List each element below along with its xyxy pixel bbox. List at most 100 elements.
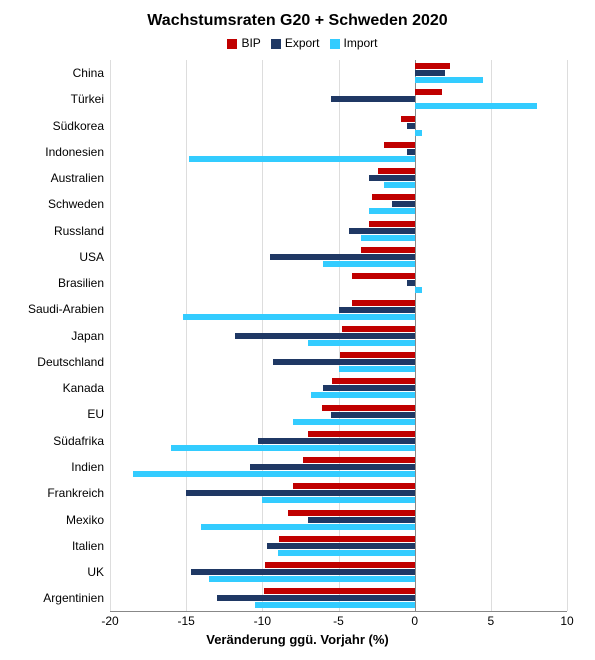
bar-bip [288,510,414,516]
category-label: Saudi-Arabien [18,296,110,322]
legend-label-import: Import [344,36,378,50]
table-row: Australien [110,165,567,191]
legend-label-bip: BIP [241,36,260,50]
bar-export [392,201,415,207]
table-row: Frankreich [110,480,567,506]
bar-bip [361,247,414,253]
bar-export [339,307,415,313]
table-row: Südafrika [110,428,567,454]
bar-export [267,543,415,549]
bar-export [250,464,415,470]
category-label: USA [18,244,110,270]
category-label: Deutschland [18,349,110,375]
table-row: EU [110,401,567,427]
bar-export [407,123,415,129]
category-label: Brasilien [18,270,110,296]
bar-bip [415,89,442,95]
chart-title: Wachstumsraten G20 + Schweden 2020 [18,12,577,30]
bar-import [171,445,415,451]
legend-swatch-export [271,39,281,49]
bar-bip [308,431,415,437]
table-row: Saudi-Arabien [110,296,567,322]
bar-import [384,182,414,188]
bar-import [255,602,415,608]
table-row: Südkorea [110,113,567,139]
category-label: Indien [18,454,110,480]
bar-bip [340,352,415,358]
bar-import [189,156,414,162]
bar-bip [352,273,414,279]
bar-bip [369,221,415,227]
category-label: Indonesien [18,139,110,165]
x-axis-ticks: -20-15-10-50510 [110,612,567,628]
category-label: Russland [18,218,110,244]
category-label: Argentinien [18,585,110,611]
category-label: UK [18,559,110,585]
table-row: Deutschland [110,349,567,375]
bar-import [311,392,415,398]
category-label: Frankreich [18,480,110,506]
bar-import [133,471,415,477]
category-label: China [18,60,110,86]
legend-swatch-import [330,39,340,49]
bar-export [308,517,415,523]
category-label: Mexiko [18,507,110,533]
table-row: Kanada [110,375,567,401]
growth-rates-chart: Wachstumsraten G20 + Schweden 2020 BIPEx… [0,0,595,660]
bar-export [331,412,415,418]
bar-bip [401,116,415,122]
bar-import [293,419,415,425]
bar-bip [342,326,415,332]
category-label: Japan [18,323,110,349]
bar-bip [378,168,415,174]
bar-export [273,359,415,365]
category-label: EU [18,401,110,427]
gridline [567,60,568,611]
table-row: Japan [110,323,567,349]
table-row: Türkei [110,86,567,112]
table-row: USA [110,244,567,270]
category-label: Australien [18,165,110,191]
bar-export [323,385,414,391]
bar-import [183,314,415,320]
table-row: Italien [110,533,567,559]
bar-export [407,149,415,155]
x-tick-label: 0 [411,614,418,628]
x-axis-label: Veränderung ggü. Vorjahr (%) [18,632,577,647]
table-row: Indien [110,454,567,480]
bar-import [415,287,423,293]
bar-bip [322,405,415,411]
bar-import [308,340,415,346]
table-row: Argentinien [110,585,567,611]
bar-export [270,254,415,260]
bar-import [415,103,537,109]
bar-bip [384,142,414,148]
table-row: Brasilien [110,270,567,296]
bar-bip [372,194,415,200]
x-tick-label: -15 [177,614,194,628]
bar-export [217,595,415,601]
x-tick-label: -10 [254,614,271,628]
bar-import [369,208,415,214]
category-label: Italien [18,533,110,559]
legend-swatch-bip [227,39,237,49]
x-tick-label: 5 [487,614,494,628]
bar-export [235,333,415,339]
table-row: Schweden [110,191,567,217]
bar-import [209,576,415,582]
bar-import [415,77,484,83]
bar-export [331,96,415,102]
bar-export [186,490,415,496]
bar-bip [332,378,414,384]
chart-legend: BIPExportImport [18,36,577,50]
bar-bip [352,300,414,306]
table-row: Mexiko [110,507,567,533]
bar-bip [264,588,415,594]
bar-export [415,70,445,76]
bar-bip [265,562,414,568]
bar-import [361,235,414,241]
category-label: Türkei [18,86,110,112]
bar-export [369,175,415,181]
bar-export [191,569,415,575]
bar-import [201,524,414,530]
